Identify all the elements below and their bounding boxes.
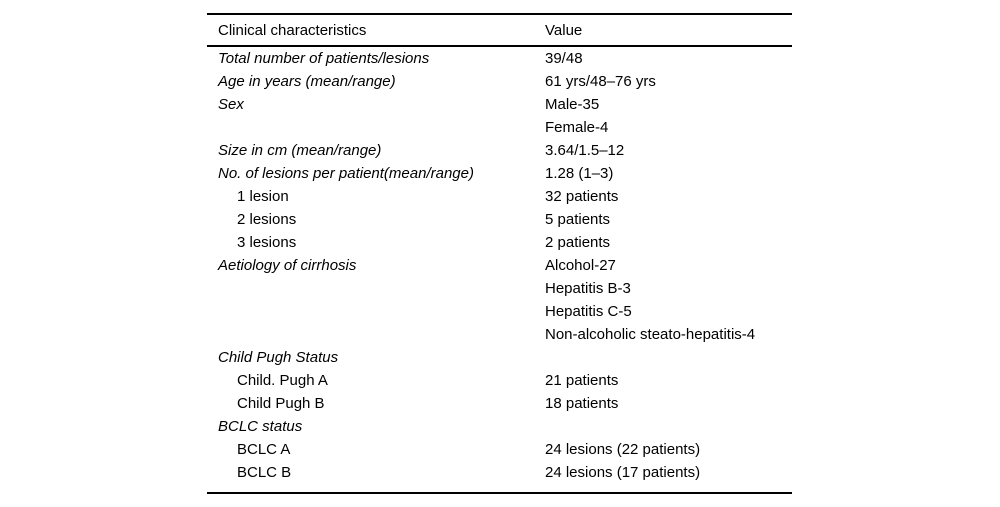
row-value-cell: 24 lesions (17 patients) xyxy=(545,464,701,481)
table-row: Age in years (mean/range) 61 yrs/48–76 yr… xyxy=(207,70,792,93)
header-row: Clinical characteristics Value xyxy=(207,14,792,47)
row-value-cell: Non-alcoholic steato-hepatitis-4 xyxy=(545,326,756,343)
table-row: BCLC status xyxy=(207,415,792,438)
data-table: Clinical characteristics Value Total num… xyxy=(207,13,792,494)
row-label-cell: Child Pugh B xyxy=(237,395,325,412)
clinical-characteristics-table: Clinical characteristics Value Total num… xyxy=(207,13,792,494)
row-value-cell: Hepatitis B-3 xyxy=(545,280,631,297)
table-row: Hepatitis C-5 xyxy=(207,300,792,323)
row-value-cell xyxy=(534,415,792,438)
row-value-cell: 18 patients xyxy=(545,395,619,412)
table-row: 3 lesions 2 patients xyxy=(207,231,792,254)
table-row: Child. Pugh A 21 patients xyxy=(207,369,792,392)
row-label-cell: Child. Pugh A xyxy=(237,372,328,389)
row-label-cell: 1 lesion xyxy=(237,188,289,205)
row-label-cell: BCLC B xyxy=(237,464,292,481)
row-value-cell: Female-4 xyxy=(545,119,609,136)
row-value-cell: 32 patients xyxy=(545,188,619,205)
column-header-clinical-characteristics: Clinical characteristics xyxy=(207,14,534,47)
table-row: BCLC A 24 lesions (22 patients) xyxy=(207,438,792,461)
row-label-cell xyxy=(207,300,534,323)
row-label-cell xyxy=(207,116,534,139)
row-value-cell: Male-35 xyxy=(545,96,600,113)
row-label-cell: Size in cm (mean/range) xyxy=(218,142,382,159)
row-label-cell: Age in years (mean/range) xyxy=(218,73,396,90)
row-value-cell: 24 lesions (22 patients) xyxy=(545,441,701,458)
row-value-cell: 1.28 (1–3) xyxy=(545,165,614,182)
row-value-cell: 61 yrs/48–76 yrs xyxy=(545,73,656,90)
table-body: Total number of patients/lesions 39/48 Age… xyxy=(207,46,792,493)
table-row: Total number of patients/lesions 39/48 xyxy=(207,46,792,70)
table-row: Child Pugh Status xyxy=(207,346,792,369)
row-label-cell xyxy=(207,323,534,346)
row-label-cell: No. of lesions per patient(mean/range) xyxy=(218,165,474,182)
row-label-cell: Aetiology of cirrhosis xyxy=(218,257,357,274)
row-label-cell: BCLC status xyxy=(218,418,303,435)
table-row: 1 lesion 32 patients xyxy=(207,185,792,208)
row-value-cell: Hepatitis C-5 xyxy=(545,303,632,320)
row-value-cell xyxy=(534,346,792,369)
row-label-cell: 3 lesions xyxy=(237,234,297,251)
table-header: Clinical characteristics Value xyxy=(207,14,792,47)
row-value-cell: 39/48 xyxy=(545,50,583,67)
table-row: Non-alcoholic steato-hepatitis-4 xyxy=(207,323,792,346)
table-row: Female-4 xyxy=(207,116,792,139)
row-label-cell xyxy=(207,277,534,300)
table-row: Hepatitis B-3 xyxy=(207,277,792,300)
table-row: Aetiology of cirrhosis Alcohol-27 xyxy=(207,254,792,277)
table-row: 2 lesions 5 patients xyxy=(207,208,792,231)
row-value-cell: 21 patients xyxy=(545,372,619,389)
table-row: BCLC B 24 lesions (17 patients) xyxy=(207,461,792,493)
table-row: Child Pugh B 18 patients xyxy=(207,392,792,415)
table-row: Size in cm (mean/range) 3.64/1.5–12 xyxy=(207,139,792,162)
row-label-cell: Total number of patients/lesions xyxy=(218,50,430,67)
row-value-cell: 2 patients xyxy=(545,234,611,251)
row-value-cell: 5 patients xyxy=(545,211,611,228)
row-value-cell: Alcohol-27 xyxy=(545,257,616,274)
row-label-cell: Sex xyxy=(218,96,244,113)
row-label-cell: Child Pugh Status xyxy=(218,349,339,366)
row-label-cell: 2 lesions xyxy=(237,211,297,228)
row-label-cell: BCLC A xyxy=(237,441,291,458)
row-value-cell: 3.64/1.5–12 xyxy=(545,142,625,159)
table-row: No. of lesions per patient(mean/range) 1.… xyxy=(207,162,792,185)
table-row: Sex Male-35 xyxy=(207,93,792,116)
column-header-value: Value xyxy=(534,14,792,47)
